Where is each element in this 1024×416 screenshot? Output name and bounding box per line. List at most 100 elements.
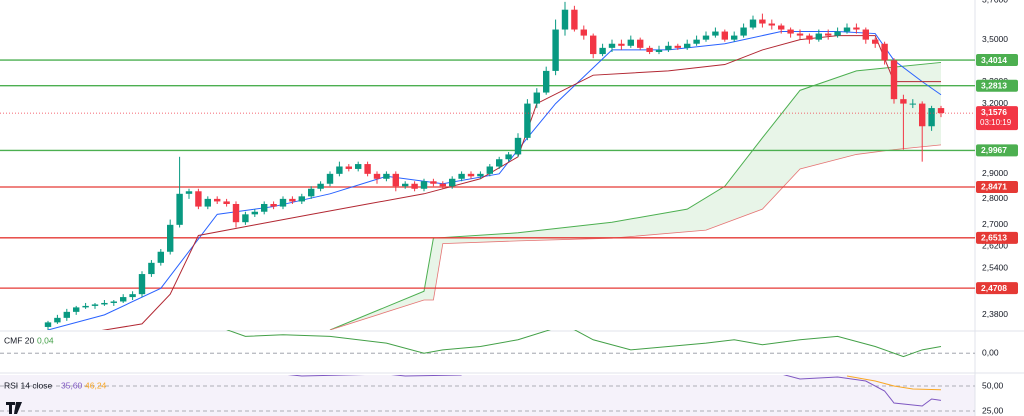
candle-body bbox=[336, 166, 343, 174]
candle-body bbox=[298, 196, 305, 202]
y-tick-label: 3,5000 bbox=[982, 34, 1008, 44]
candle-body bbox=[627, 39, 634, 46]
rsi-band bbox=[0, 375, 975, 416]
price-pane bbox=[0, 1, 975, 330]
y-tick-label: 2,9000 bbox=[982, 168, 1008, 178]
candle-body bbox=[796, 33, 804, 36]
indicator-line bbox=[846, 375, 942, 391]
candle-body bbox=[167, 224, 174, 252]
candle-body bbox=[571, 9, 578, 30]
candle-body bbox=[373, 173, 381, 179]
level-label-box bbox=[976, 144, 1018, 157]
candle-body bbox=[872, 39, 879, 44]
y-tick-label: 2,5400 bbox=[982, 263, 1008, 273]
candle-body bbox=[383, 173, 390, 179]
candle-body bbox=[928, 108, 935, 127]
candle-body bbox=[148, 262, 155, 275]
level-label-box bbox=[976, 282, 1018, 295]
candle-body bbox=[665, 45, 672, 50]
candle-body bbox=[44, 322, 52, 327]
candle-body bbox=[439, 183, 446, 187]
candle-body bbox=[223, 201, 230, 204]
candle-body bbox=[129, 294, 136, 298]
y-tick-label: 3,2000 bbox=[982, 98, 1008, 108]
candle-body bbox=[232, 203, 240, 223]
candle-body bbox=[524, 103, 531, 138]
cmf-value: 0,04 bbox=[37, 335, 54, 345]
rsi-ma-value: 46,24 bbox=[85, 380, 107, 390]
candle-body bbox=[63, 311, 70, 318]
candle-body bbox=[449, 178, 456, 187]
candle-body bbox=[937, 108, 945, 114]
candle-body bbox=[768, 23, 775, 26]
candle-body bbox=[721, 31, 728, 40]
candle-body bbox=[467, 173, 475, 177]
candle-body bbox=[289, 198, 296, 202]
candle-body bbox=[496, 159, 503, 167]
y-tick-label: 25,00 bbox=[982, 405, 1004, 415]
candle-body bbox=[355, 164, 362, 169]
candle-body bbox=[101, 302, 108, 305]
candle-body bbox=[279, 198, 287, 207]
candle-body bbox=[110, 301, 117, 303]
countdown: 03:10:19 bbox=[980, 118, 1012, 127]
candle-body bbox=[778, 25, 785, 30]
candle-body bbox=[890, 60, 898, 100]
level-label-box bbox=[976, 54, 1018, 67]
level-label: 2,8471 bbox=[981, 182, 1007, 192]
y-tick-label: 3,7000 bbox=[982, 0, 1008, 4]
candle-body bbox=[185, 191, 193, 194]
level-label-box bbox=[976, 79, 1018, 92]
level-label: 2,4708 bbox=[981, 283, 1007, 293]
candle-body bbox=[862, 29, 869, 40]
candle-body bbox=[655, 49, 663, 52]
candle-body bbox=[176, 193, 183, 225]
candle-body bbox=[618, 43, 625, 46]
candle-body bbox=[646, 47, 653, 52]
cloud-span-b bbox=[329, 144, 942, 330]
candle-body bbox=[843, 27, 851, 32]
current-price-label: 3,1576 bbox=[981, 107, 1007, 117]
candle-body bbox=[702, 35, 710, 40]
candle-body bbox=[308, 188, 315, 197]
candle-body bbox=[599, 47, 606, 55]
candle-body bbox=[392, 173, 399, 187]
candle-body bbox=[759, 19, 766, 24]
current-price-box bbox=[976, 106, 1018, 131]
indicator-line bbox=[226, 330, 942, 358]
candle-body bbox=[590, 35, 597, 55]
indicator-line bbox=[287, 375, 942, 407]
candle-body bbox=[505, 154, 512, 160]
y-tick-label: 2,8000 bbox=[982, 193, 1008, 203]
y-tick-label: 2,6200 bbox=[982, 241, 1008, 251]
level-label-box bbox=[976, 180, 1018, 193]
candle-body bbox=[749, 19, 757, 28]
price-axis: 3,70003,50003,30003,20002,90002,80002,70… bbox=[976, 0, 1018, 415]
candle-body bbox=[204, 198, 211, 207]
candle-body bbox=[881, 43, 888, 61]
candle-body bbox=[834, 31, 841, 36]
candle-body bbox=[712, 31, 719, 36]
level-label: 3,2813 bbox=[981, 80, 1007, 90]
y-tick-label: 0,00 bbox=[982, 347, 999, 357]
candle-body bbox=[195, 191, 202, 207]
candle-body bbox=[91, 304, 99, 306]
candle-body bbox=[317, 183, 324, 189]
candle-body bbox=[326, 173, 334, 184]
candle-body bbox=[787, 29, 794, 34]
candle-body bbox=[543, 70, 550, 93]
candle-body bbox=[458, 173, 465, 179]
candle-body bbox=[430, 181, 437, 184]
rsi-title: RSI 14 close bbox=[4, 380, 52, 390]
candle-body bbox=[138, 274, 146, 295]
candle-body bbox=[533, 92, 540, 104]
candle-body bbox=[608, 43, 616, 48]
logo bbox=[6, 402, 22, 414]
ichimoku-cloud bbox=[330, 62, 941, 330]
candle-body bbox=[806, 35, 813, 40]
cmf-pane bbox=[0, 330, 975, 358]
candle-body bbox=[909, 103, 916, 105]
cloud-span-a bbox=[329, 61, 942, 330]
candle-body bbox=[402, 183, 409, 187]
cmf-title: CMF 20 bbox=[4, 335, 35, 345]
